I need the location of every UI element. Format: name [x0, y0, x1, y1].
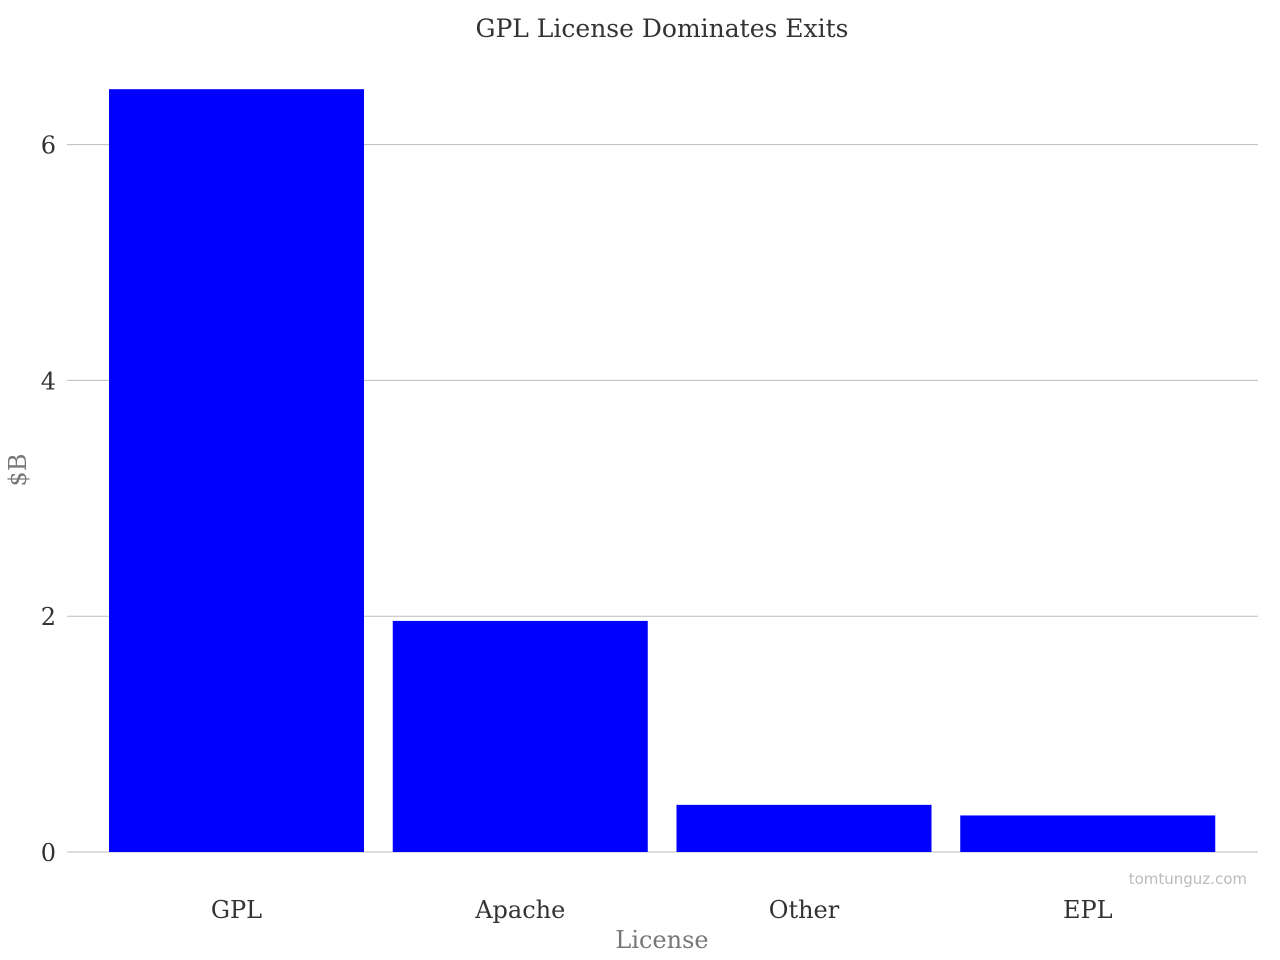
x-tick-label: GPL [211, 896, 262, 924]
y-tick-label: 2 [41, 603, 56, 631]
y-tick-label: 0 [41, 839, 56, 867]
bar-other [676, 804, 932, 852]
y-tick-label: 4 [41, 367, 56, 395]
x-tick-label: Other [769, 896, 840, 924]
bar-layer [109, 89, 1216, 852]
x-tick-label: Apache [474, 896, 565, 924]
y-axis-title: $B [4, 454, 32, 487]
y-tick-layer: 0 2 4 6 [41, 132, 56, 867]
watermark: tomtunguz.com [1129, 870, 1247, 888]
x-tick-label: EPL [1063, 896, 1113, 924]
bar-apache [392, 620, 648, 852]
y-tick-label: 6 [41, 132, 56, 160]
bar-epl [960, 815, 1216, 852]
x-axis-title: License [615, 926, 708, 954]
bar-gpl [109, 89, 364, 852]
x-tick-layer: GPL Apache Other EPL [211, 896, 1113, 924]
chart-title: GPL License Dominates Exits [475, 14, 848, 43]
